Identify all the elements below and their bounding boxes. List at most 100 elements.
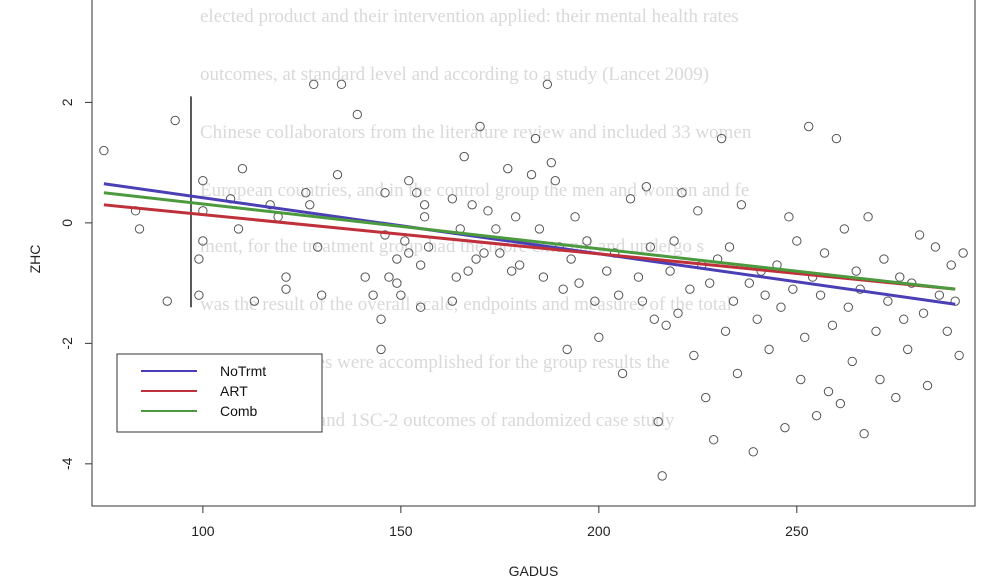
data-point <box>930 242 941 252</box>
background-text-line: outcomes, at standard level and accordin… <box>200 64 709 85</box>
data-point <box>451 272 461 282</box>
data-point <box>352 109 362 120</box>
legend-label-art: ART <box>220 383 248 399</box>
data-point <box>625 194 636 204</box>
data-point <box>851 266 861 276</box>
data-point <box>617 368 628 379</box>
data-point <box>871 326 881 337</box>
x-tick-label: 150 <box>389 523 413 539</box>
data-point <box>883 296 893 306</box>
y-tick-label: -2 <box>59 337 75 350</box>
data-point <box>649 314 659 324</box>
data-point <box>503 163 513 174</box>
data-point <box>744 278 755 288</box>
x-tick-label: 100 <box>191 523 215 539</box>
regression-line-notrmt <box>103 182 956 306</box>
data-point <box>780 422 790 433</box>
data-point <box>198 176 208 186</box>
data-point <box>705 278 715 288</box>
data-point <box>423 242 434 252</box>
data-point <box>265 200 275 210</box>
data-point <box>843 302 853 312</box>
data-point <box>708 435 719 445</box>
data-point <box>538 272 549 282</box>
data-point <box>574 278 584 288</box>
data-point <box>463 266 473 276</box>
data-point <box>811 410 822 421</box>
data-point <box>582 236 592 246</box>
data-point <box>281 284 291 294</box>
data-point <box>570 212 580 222</box>
legend-box <box>116 353 323 433</box>
data-point <box>784 212 794 222</box>
data-point <box>641 182 652 192</box>
data-point <box>673 308 683 318</box>
data-point <box>685 284 695 294</box>
data-point <box>558 284 568 294</box>
data-point <box>411 188 422 198</box>
data-point <box>815 290 826 300</box>
data-point <box>415 260 426 270</box>
data-point <box>823 386 834 397</box>
data-point <box>336 79 347 90</box>
data-point <box>534 224 545 234</box>
data-point <box>946 260 956 270</box>
data-point <box>859 429 869 439</box>
data-point <box>653 416 663 427</box>
data-point <box>396 290 406 300</box>
data-point <box>483 206 493 216</box>
x-axis-label: GADUS <box>509 563 559 579</box>
data-point <box>507 266 517 276</box>
data-point <box>530 133 541 144</box>
y-tick-label: 2 <box>59 98 75 106</box>
data-point <box>950 296 960 306</box>
background-text-line: elected product and their intervention a… <box>200 6 739 27</box>
data-point <box>800 332 810 343</box>
data-point <box>419 200 430 210</box>
data-point <box>594 332 604 343</box>
data-point <box>891 392 901 403</box>
data-point <box>376 314 386 324</box>
data-point <box>847 356 857 367</box>
data-point <box>657 471 667 481</box>
data-point <box>633 272 644 282</box>
data-point <box>447 296 458 306</box>
background-text-line: European countries, and in the control g… <box>200 180 749 201</box>
data-point <box>902 344 913 355</box>
data-point <box>788 284 798 294</box>
plot-frame <box>91 0 976 507</box>
y-tick-label: 0 <box>59 219 75 227</box>
data-point <box>954 350 964 361</box>
data-point <box>134 224 145 234</box>
data-point <box>415 302 426 312</box>
data-point <box>720 326 731 337</box>
data-point <box>249 296 260 306</box>
data-point <box>958 248 968 258</box>
data-point <box>934 290 945 300</box>
data-point <box>312 242 323 252</box>
data-point <box>514 260 525 270</box>
data-point <box>309 79 319 90</box>
data-point <box>301 188 311 198</box>
data-point <box>701 392 711 403</box>
data-point <box>764 344 774 355</box>
data-point <box>776 302 786 312</box>
data-point <box>724 242 735 252</box>
data-point <box>376 344 386 355</box>
data-point <box>566 254 576 264</box>
data-point <box>380 188 390 198</box>
data-point <box>471 254 481 264</box>
data-point <box>748 447 758 457</box>
data-point <box>546 157 557 168</box>
data-point <box>895 272 905 282</box>
data-point <box>645 242 656 252</box>
data-point <box>384 272 394 282</box>
data-point <box>863 212 873 222</box>
data-point <box>510 212 521 222</box>
data-point <box>447 194 458 204</box>
data-point <box>803 121 814 132</box>
data-point <box>392 254 402 264</box>
data-point <box>194 290 204 300</box>
regression-line-comb <box>103 191 956 291</box>
